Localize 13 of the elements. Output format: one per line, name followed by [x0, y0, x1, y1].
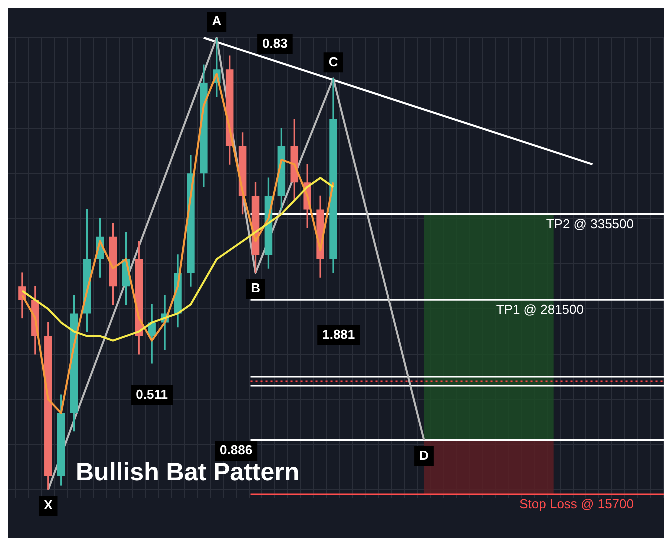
ref-line-label: TP1 @ 281500	[496, 302, 584, 318]
annotation: 0.83	[262, 36, 288, 51]
text: A	[212, 14, 222, 29]
ref-line-label: TP2 @ 335500	[546, 216, 634, 232]
annotation: 1.881	[322, 327, 356, 342]
text: X	[44, 498, 54, 513]
annotation: D	[420, 448, 429, 463]
annotation: 0.511	[136, 387, 168, 402]
annotation: 0.886	[220, 442, 253, 458]
annotation: C	[328, 54, 339, 70]
text: Bullish Bat Pattern	[76, 458, 300, 486]
annotation: B	[251, 280, 260, 296]
ref-line-label: Stop Loss @ 15700	[520, 496, 634, 512]
